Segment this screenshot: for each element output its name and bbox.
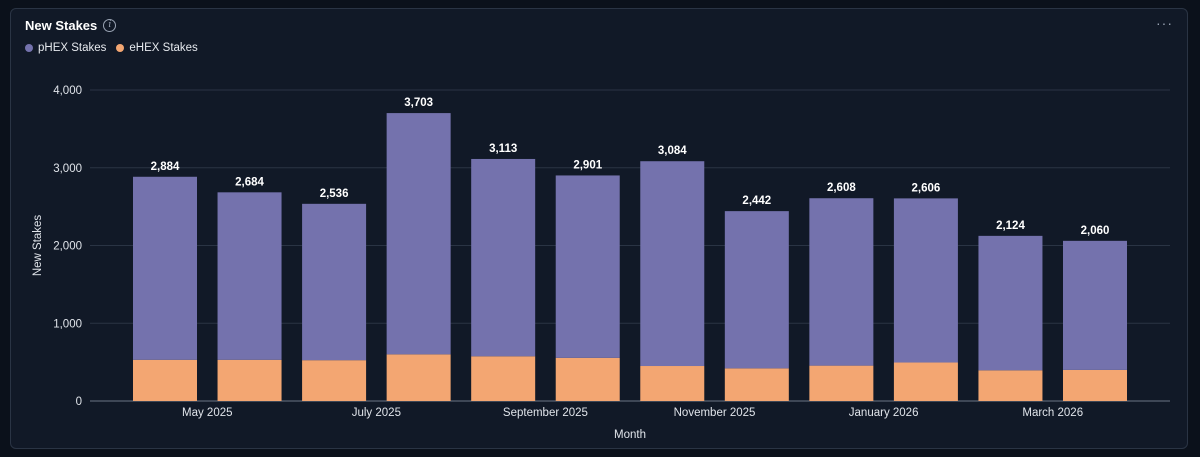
- bar-total-label: 2,901: [573, 159, 602, 171]
- bar-ehex: [978, 370, 1043, 401]
- more-options-icon[interactable]: ···: [1156, 15, 1173, 31]
- y-tick-label: 2,000: [53, 241, 82, 253]
- bar-total-label: 2,606: [912, 182, 941, 194]
- x-tick-label: July 2025: [352, 407, 401, 419]
- bar-phex: [217, 192, 282, 360]
- y-axis-title: New Stakes: [32, 215, 44, 277]
- y-tick-label: 1,000: [53, 318, 82, 330]
- chart-legend: pHEX Stakes eHEX Stakes: [25, 42, 198, 54]
- bar-phex: [555, 175, 620, 358]
- bar-total-label: 3,084: [658, 145, 687, 157]
- x-axis-title: Month: [614, 429, 646, 441]
- bar-ehex: [640, 366, 705, 401]
- bar-phex: [893, 198, 958, 363]
- bar-ehex: [302, 360, 367, 401]
- bar-phex: [471, 158, 536, 357]
- bar-total-label: 2,536: [320, 188, 349, 200]
- bar-ehex: [893, 362, 958, 401]
- bar-phex: [386, 113, 451, 355]
- bar-phex: [1063, 240, 1127, 370]
- y-tick-label: 4,000: [53, 85, 82, 97]
- bar-ehex: [555, 357, 620, 401]
- y-tick-label: 0: [76, 396, 82, 408]
- info-icon[interactable]: i: [103, 19, 117, 32]
- card-header: New Stakes i: [25, 18, 117, 33]
- bar-ehex: [724, 368, 789, 401]
- bar-total-label: 2,884: [151, 161, 180, 173]
- bar-total-label: 2,060: [1081, 225, 1110, 237]
- legend-dot-phex: [25, 44, 33, 52]
- legend-dot-ehex: [116, 44, 125, 52]
- chart-title: New Stakes: [25, 18, 98, 33]
- bar-phex: [978, 235, 1043, 371]
- bar-total-label: 2,608: [827, 182, 856, 194]
- bar-total-label: 2,442: [742, 195, 771, 207]
- legend-item-ehex[interactable]: eHEX Stakes: [116, 42, 198, 54]
- bar-ehex: [217, 359, 282, 401]
- bar-phex: [809, 198, 874, 366]
- x-tick-label: November 2025: [674, 407, 756, 419]
- bar-total-label: 2,684: [235, 176, 264, 188]
- legend-item-phex[interactable]: pHEX Stakes: [25, 42, 106, 54]
- bar-phex: [640, 161, 705, 367]
- legend-label-ehex: eHEX Stakes: [129, 42, 198, 54]
- bar-total-label: 3,703: [404, 97, 433, 109]
- bar-ehex: [471, 356, 536, 401]
- bar-ehex: [133, 359, 197, 401]
- x-tick-label: September 2025: [503, 407, 588, 419]
- x-tick-label: January 2026: [849, 407, 919, 419]
- bar-total-label: 2,124: [996, 220, 1025, 232]
- bar-phex: [133, 176, 197, 360]
- bar-total-label: 3,113: [489, 143, 517, 155]
- y-tick-label: 3,000: [53, 163, 82, 175]
- x-tick-label: March 2026: [1022, 407, 1083, 419]
- bar-ehex: [1063, 369, 1127, 401]
- x-tick-label: May 2025: [182, 407, 233, 419]
- legend-label-phex: pHEX Stakes: [38, 42, 107, 54]
- bar-phex: [302, 203, 367, 361]
- bar-phex: [724, 211, 789, 369]
- bar-ehex: [809, 365, 874, 401]
- bar-ehex: [386, 354, 451, 401]
